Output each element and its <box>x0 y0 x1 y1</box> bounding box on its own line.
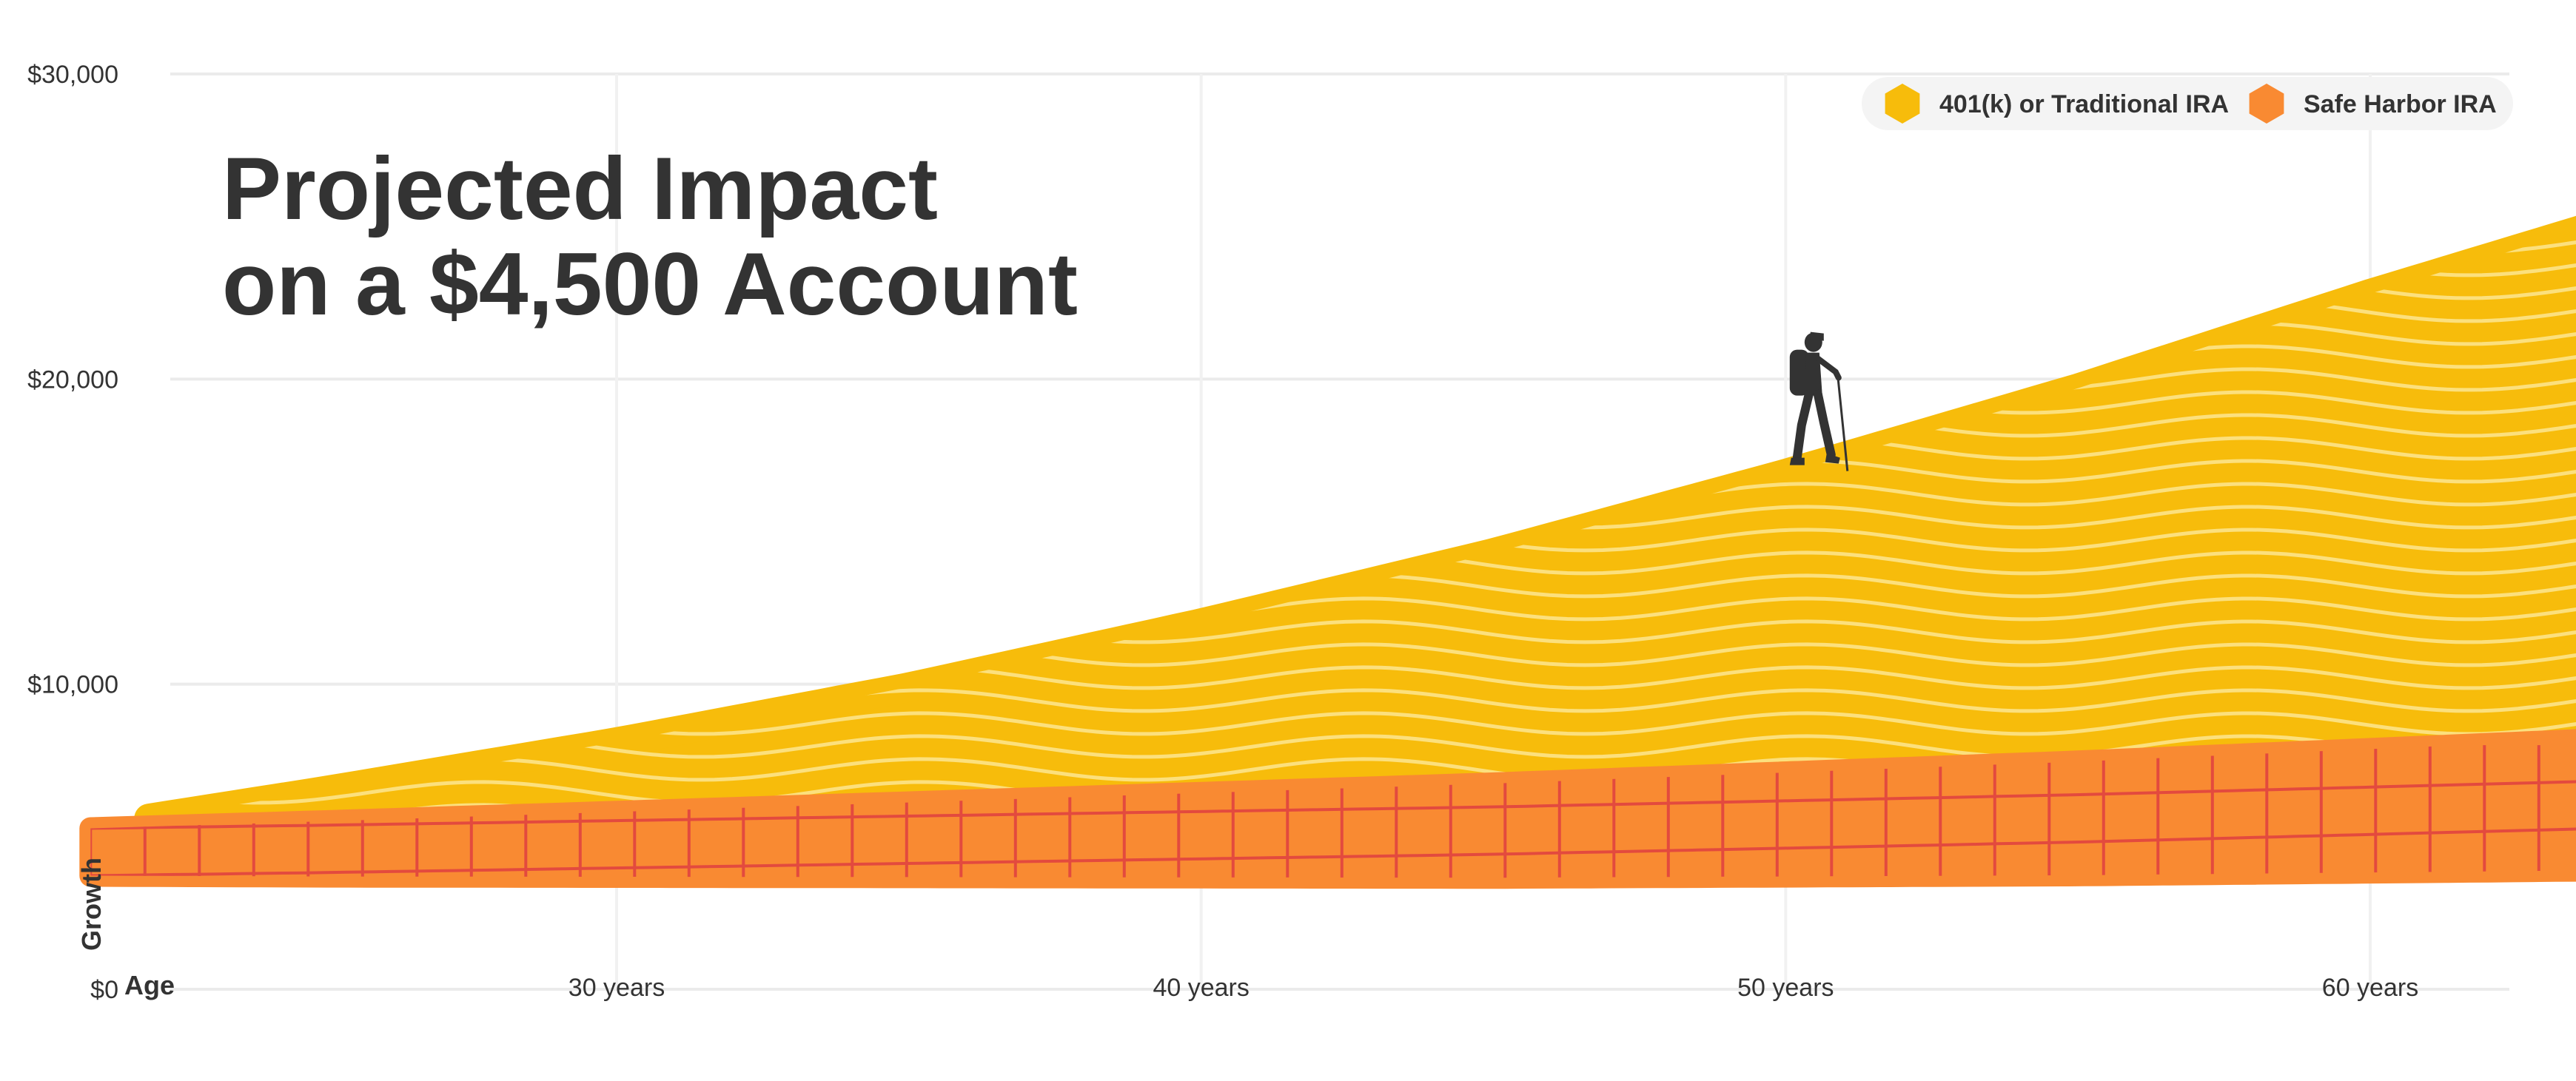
legend: 401(k) or Traditional IRA Safe Harbor IR… <box>1862 77 2513 130</box>
chart-title-line-2: on a $4,500 Account <box>222 235 1078 334</box>
hiker-icon <box>1789 331 1849 471</box>
grid-pattern-line <box>90 778 2576 830</box>
y-axis-label: Growth <box>76 858 107 951</box>
legend-label-401k: 401(k) or Traditional IRA <box>1939 90 2229 118</box>
x-tick-label: 50 years <box>1737 974 1834 1002</box>
legend-item-401k: 401(k) or Traditional IRA <box>1885 84 2229 124</box>
x-axis-label: Age <box>124 970 175 1000</box>
chart-title-line-1: Projected Impact <box>222 139 938 238</box>
y-tick-label: $30,000 <box>27 61 118 89</box>
chart-title: Projected Impact on a $4,500 Account <box>222 139 1078 334</box>
legend-item-safe-harbor: Safe Harbor IRA <box>2249 84 2497 124</box>
legend-label-safe-harbor: Safe Harbor IRA <box>2304 90 2497 118</box>
y-tick-label: $10,000 <box>27 671 118 699</box>
y-tick-label: $20,000 <box>27 366 118 394</box>
legend-swatch-safe-harbor <box>2249 84 2284 124</box>
x-axis: 30 years 40 years 50 years 60 years <box>568 974 2418 1002</box>
legend-swatch-401k <box>1885 84 1920 124</box>
y-tick-label: $0 <box>90 976 118 1004</box>
x-tick-label: 30 years <box>568 974 665 1002</box>
grid-pattern-line <box>90 825 2576 878</box>
legend-background <box>1862 77 2513 130</box>
x-tick-label: 40 years <box>1153 974 1249 1002</box>
x-tick-label: 60 years <box>2322 974 2418 1002</box>
y-axis: $0 $10,000 $20,000 $30,000 <box>27 61 118 1004</box>
gridlines <box>170 73 2509 991</box>
